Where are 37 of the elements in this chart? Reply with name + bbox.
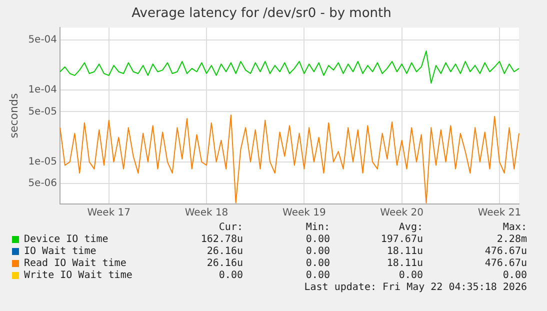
legend-label: IO Wait time: [23, 246, 98, 258]
x-tick-label: Week 18: [184, 208, 228, 219]
y-axis-title: seconds: [7, 93, 20, 138]
text: Cur:: [218, 222, 243, 234]
y-tick-label: 5e-06: [28, 178, 58, 190]
text: 162.78u: [200, 234, 243, 246]
text: Last update: Fri May 22 04:35:18 2026: [304, 282, 527, 293]
text: 18.11u: [386, 258, 423, 270]
x-tick-label: Week 19: [282, 208, 326, 219]
text: 26.16u: [206, 258, 243, 270]
text: Avg:: [398, 222, 423, 234]
text: 0.00: [304, 270, 330, 282]
legend-label: Device IO time: [23, 234, 110, 246]
text: Max:: [502, 222, 527, 234]
text: 0.00: [304, 258, 330, 270]
y-tick-label: 5e-05: [28, 106, 58, 118]
text: 476.67u: [484, 258, 527, 270]
text: 197.67u: [380, 234, 423, 246]
x-tick-label: Week 17: [87, 208, 131, 219]
chart-title: Average latency for /dev/sr0 - by month: [132, 6, 392, 22]
text: 0.00: [398, 270, 423, 282]
x-tick-label: Week 21: [478, 208, 522, 219]
text: Min:: [304, 222, 330, 234]
y-tick-label: 1e-04: [28, 84, 58, 96]
y-tick-label: 1e-05: [28, 156, 58, 168]
text: 26.16u: [206, 246, 243, 258]
text: 0.00: [218, 270, 243, 282]
text: 18.11u: [386, 246, 423, 258]
text: 476.67u: [484, 246, 527, 258]
text: 2.28m: [496, 234, 527, 246]
text: 0.00: [304, 234, 330, 246]
text: 0.00: [304, 246, 330, 258]
legend-label: Write IO Wait time: [23, 270, 134, 282]
y-tick-label: 5e-04: [28, 34, 58, 46]
legend-label: Read IO Wait time: [23, 258, 128, 270]
x-tick-label: Week 20: [380, 208, 424, 219]
text: 0.00: [502, 270, 527, 282]
